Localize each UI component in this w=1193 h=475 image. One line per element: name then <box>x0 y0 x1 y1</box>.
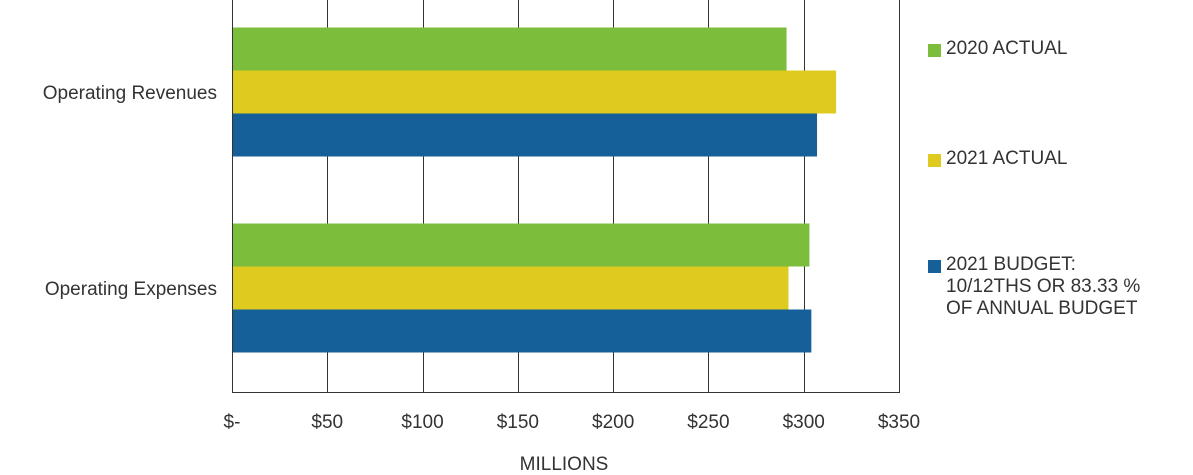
legend-swatch <box>928 260 941 273</box>
legend-label: 2021 BUDGET: 10/12THS OR 83.33 % OF ANNU… <box>946 254 1141 319</box>
bar <box>233 113 818 157</box>
x-tick-labels: $- $50 $100 $150 $200 $250 $300 $350 <box>224 412 921 433</box>
x-tick-label: $350 <box>878 412 920 433</box>
category-label: Operating Revenues <box>43 83 217 104</box>
bar <box>233 309 812 353</box>
x-tick-label: $250 <box>687 412 729 433</box>
x-tick-label: $150 <box>497 412 539 433</box>
category-labels: Operating Revenues Operating Expenses <box>43 83 217 300</box>
x-tick-label: $- <box>224 412 241 433</box>
x-tick-label: $300 <box>783 412 825 433</box>
bar <box>233 70 837 114</box>
x-tick-label: $50 <box>311 412 343 433</box>
bar <box>233 223 810 267</box>
legend-swatch <box>928 154 941 167</box>
x-axis-title: MILLIONS <box>520 454 609 475</box>
bar <box>233 266 789 310</box>
x-tick-label: $200 <box>592 412 634 433</box>
legend-label: 2020 ACTUAL <box>946 38 1068 59</box>
x-tick-label: $100 <box>401 412 443 433</box>
legend-label: 2021 ACTUAL <box>946 148 1068 169</box>
bar <box>233 27 787 71</box>
category-label: Operating Expenses <box>45 279 217 300</box>
plot-frame <box>232 0 900 393</box>
legend-swatch <box>928 44 941 57</box>
bars <box>233 27 837 353</box>
